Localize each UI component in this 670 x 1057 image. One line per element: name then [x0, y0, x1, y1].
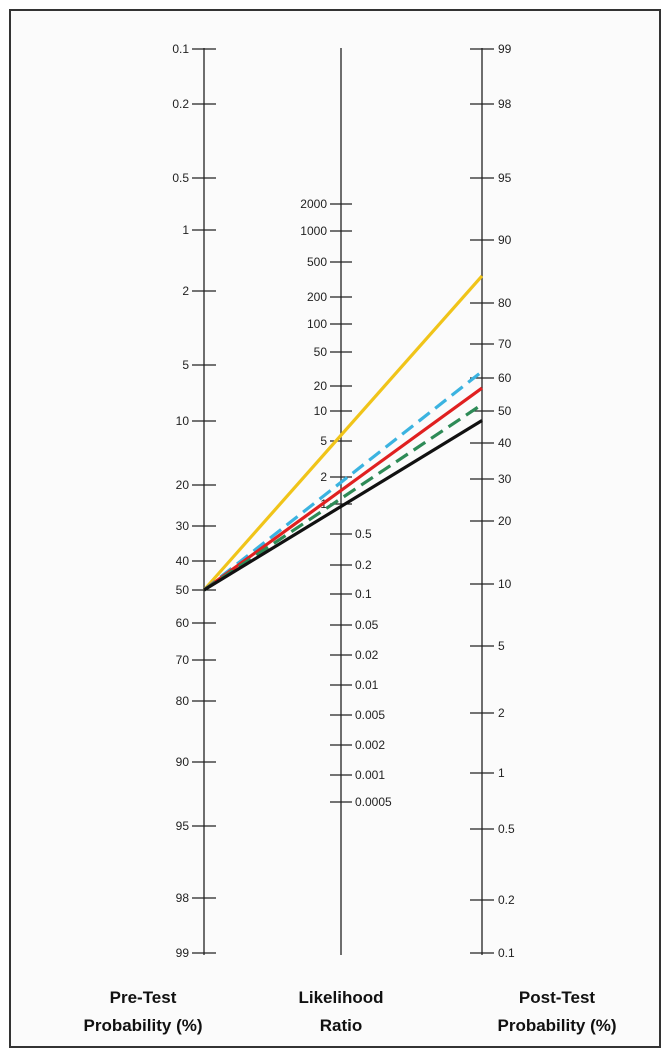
lr-tick-label: 20	[314, 379, 328, 393]
pre-test-tick-label: 60	[176, 616, 190, 630]
pre-test-tick-label: 98	[176, 891, 190, 905]
post-test-title-line1: Post-Test	[518, 988, 596, 1007]
pre-test-tick-label: 90	[176, 755, 190, 769]
post-test-title-line2: Probability (%)	[497, 1016, 617, 1035]
lr-tick-label: 0.02	[355, 648, 379, 662]
post-test-tick-label: 90	[498, 233, 512, 247]
lr-tick-label: 0.05	[355, 618, 379, 632]
lr-tick-label: 100	[307, 317, 327, 331]
pre-test-axis-title: Pre-Test Probability (%)	[83, 984, 202, 1040]
pre-test-tick-label: 70	[176, 653, 190, 667]
lr-tick-label: 0.5	[355, 527, 372, 541]
pre-test-tick-label: 99	[176, 946, 190, 960]
lr-tick-label: 5	[320, 434, 327, 448]
post-test-tick-label: 30	[498, 472, 512, 486]
lr-tick-label: 0.001	[355, 768, 385, 782]
post-test-tick-label: 0.2	[498, 893, 515, 907]
likelihood-ratio-title-line1: Likelihood	[298, 988, 384, 1007]
pre-test-tick-label: 5	[182, 358, 189, 372]
result-line-5	[203, 419, 483, 592]
likelihood-ratio-axis-title: Likelihood Ratio	[299, 984, 384, 1040]
lr-tick-label: 0.2	[355, 558, 372, 572]
pre-test-tick-label: 2	[182, 284, 189, 298]
pre-test-tick-label: 30	[176, 519, 190, 533]
pre-test-tick-label: 95	[176, 819, 190, 833]
lr-tick-label: 2	[320, 470, 327, 484]
post-test-tick-label: 70	[498, 337, 512, 351]
post-test-tick-label: 95	[498, 171, 512, 185]
post-test-tick-label: 5	[498, 639, 505, 653]
likelihood-ratio-title-line2: Ratio	[319, 1016, 363, 1035]
post-test-tick-label: 1	[498, 766, 505, 780]
nomogram-frame	[9, 9, 661, 1048]
pre-test-tick-label: 1	[182, 223, 189, 237]
lr-tick-label: 200	[307, 290, 327, 304]
pre-test-tick-label: 80	[176, 694, 190, 708]
post-test-tick-label: 2	[498, 706, 505, 720]
lr-tick-label: 2000	[300, 197, 327, 211]
post-test-tick-label: 20	[498, 514, 512, 528]
post-test-axis-title: Post-Test Probability (%)	[497, 984, 616, 1040]
post-test-tick-label: 50	[498, 404, 512, 418]
pre-test-tick-label: 50	[176, 583, 190, 597]
result-lines	[202, 274, 484, 592]
post-test-tick-label: 10	[498, 577, 512, 591]
pre-test-title-line1: Pre-Test	[109, 988, 177, 1007]
lr-tick-label: 10	[314, 404, 328, 418]
post-test-tick-label: 0.1	[498, 946, 515, 960]
result-line-1	[202, 274, 484, 592]
pre-test-axis: 0.1 0.2 0.5 1 2 5 10 20 30 40 50 60 70 80 90 95 98 99	[172, 42, 216, 960]
lr-tick-label: 0.01	[355, 678, 379, 692]
pre-test-tick-label: 40	[176, 554, 190, 568]
post-test-tick-label: 80	[498, 296, 512, 310]
post-test-tick-label: 98	[498, 97, 512, 111]
post-test-tick-label: 40	[498, 436, 512, 450]
pre-test-tick-label: 0.1	[172, 42, 189, 56]
pre-test-tick-label: 0.5	[172, 171, 189, 185]
pre-test-tick-label: 20	[176, 478, 190, 492]
pre-test-tick-label: 0.2	[172, 97, 189, 111]
pre-test-title-line2: Probability (%)	[83, 1016, 203, 1035]
result-line-2	[203, 370, 483, 592]
pre-test-tick-label: 10	[176, 414, 190, 428]
lr-tick-label: 0.005	[355, 708, 385, 722]
lr-tick-label: 0.0005	[355, 795, 392, 809]
post-test-axis: 99 98 95 90 80 70 60 50 40 30 20 10 5 2 1 0.5 0.2 0.1	[470, 42, 515, 960]
lr-tick-label: 0.1	[355, 587, 372, 601]
post-test-tick-label: 60	[498, 371, 512, 385]
lr-tick-label: 1000	[300, 224, 327, 238]
result-line-3	[203, 386, 483, 592]
post-test-tick-label: 99	[498, 42, 512, 56]
lr-tick-label: 0.002	[355, 738, 385, 752]
post-test-tick-label: 0.5	[498, 822, 515, 836]
lr-tick-label: 50	[314, 345, 328, 359]
lr-tick-label: 500	[307, 255, 327, 269]
result-line-4	[203, 403, 483, 592]
